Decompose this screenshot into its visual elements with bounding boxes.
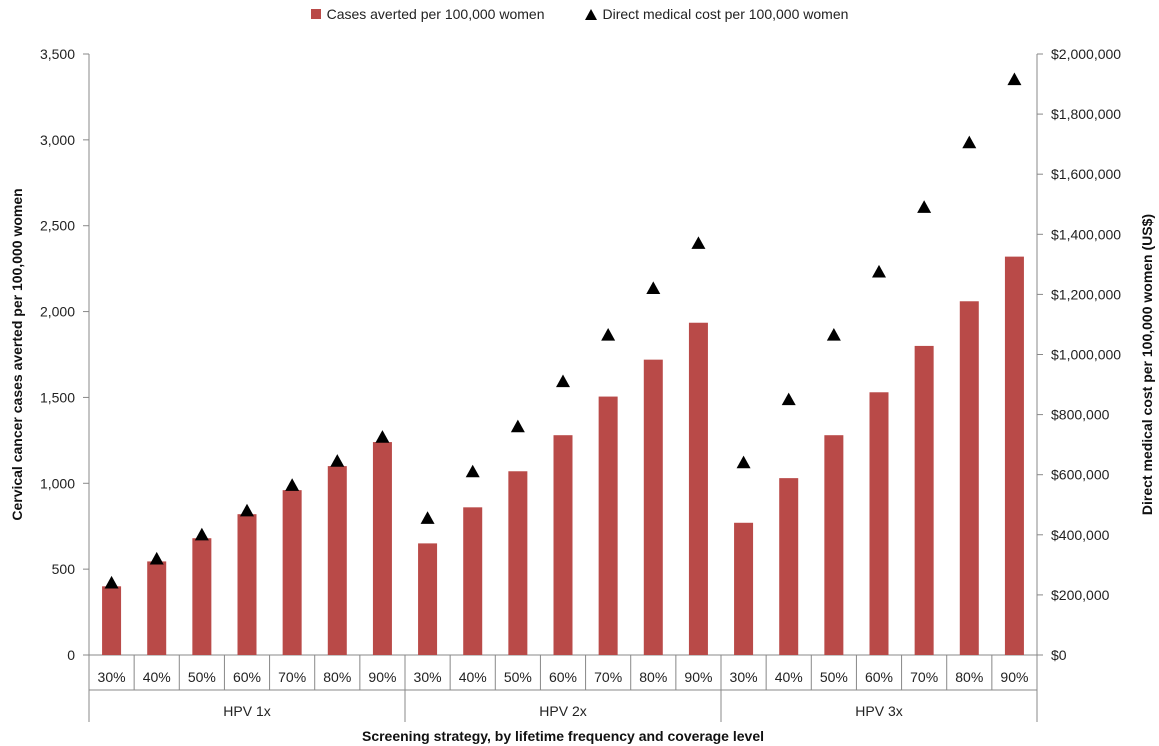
bar — [598, 396, 618, 655]
bar — [959, 301, 979, 655]
x-tick-label: 50% — [504, 669, 532, 685]
x-tick-label: 60% — [549, 669, 577, 685]
y-tick-label-right: $200,000 — [1051, 587, 1110, 603]
bar — [643, 359, 663, 655]
x-tick-label: 70% — [594, 669, 622, 685]
cost-marker — [285, 478, 300, 491]
cost-marker — [601, 327, 616, 341]
bar — [508, 471, 528, 655]
bar — [282, 490, 302, 655]
y-tick-label-right: $600,000 — [1051, 467, 1110, 483]
bar — [147, 561, 167, 655]
x-tick-label: 70% — [278, 669, 306, 685]
legend-item-cost: Direct medical cost per 100,000 women — [584, 6, 849, 22]
bar — [824, 435, 844, 655]
cost-marker — [240, 503, 254, 517]
x-tick-label: 90% — [684, 669, 712, 685]
cost-marker — [826, 327, 841, 341]
cost-marker — [510, 419, 525, 433]
bar — [418, 543, 438, 655]
cost-marker — [962, 135, 977, 149]
x-tick-label: 50% — [188, 669, 216, 685]
cost-marker — [104, 575, 119, 589]
chart-legend: Cases averted per 100,000 women Direct m… — [0, 6, 1159, 22]
y-axis-title-right: Direct medical cost per 100,000 women (U… — [1139, 214, 1155, 515]
bar — [463, 507, 483, 655]
bar — [192, 538, 212, 655]
labels: 0 500 1,000 1,500 2,000 2,500 3,000 3,500 $0 $200… — [9, 46, 1155, 744]
bar — [869, 392, 889, 655]
y-tick-label-left: 2,000 — [40, 304, 75, 320]
legend-item-cases: Cases averted per 100,000 women — [310, 6, 545, 22]
cost-marker — [1007, 72, 1022, 86]
legend-label-cases: Cases averted per 100,000 women — [326, 6, 545, 22]
bar — [327, 466, 347, 655]
bars — [102, 256, 1024, 655]
x-tick-label: 80% — [323, 669, 351, 685]
y-tick-label-left: 1,500 — [40, 389, 75, 405]
x-tick-label: 40% — [143, 669, 171, 685]
bar — [734, 522, 754, 655]
x-tick-label: 40% — [459, 669, 487, 685]
legend-label-cost: Direct medical cost per 100,000 women — [602, 6, 849, 22]
cost-marker — [872, 264, 886, 278]
cost-marker — [330, 454, 345, 467]
y-tick-label-left: 2,500 — [40, 218, 75, 234]
x-group-label: HPV 2x — [539, 703, 586, 719]
y-tick-label-right: $1,800,000 — [1051, 106, 1121, 122]
x-axis-title: Screening strategy, by lifetime frequenc… — [362, 728, 764, 744]
x-tick-label: 70% — [910, 669, 938, 685]
y-tick-label-right: $800,000 — [1051, 407, 1110, 423]
x-tick-label: 80% — [639, 669, 667, 685]
cost-marker — [194, 527, 209, 541]
x-tick-label: 30% — [98, 669, 126, 685]
y-tick-label-right: $1,400,000 — [1051, 226, 1121, 242]
legend-triangle-swatch — [584, 8, 597, 20]
y-tick-label-left: 0 — [67, 647, 75, 663]
x-tick-label: 30% — [414, 669, 442, 685]
y-axis-title-left: Cervical cancer cases averted per 100,00… — [9, 188, 25, 520]
x-group-label: HPV 3x — [855, 703, 902, 719]
cost-marker — [556, 374, 570, 388]
y-tick-label-right: $1,600,000 — [1051, 166, 1121, 182]
cost-marker — [736, 455, 751, 469]
cost-marker — [781, 392, 796, 406]
bar — [779, 478, 799, 655]
cost-marker — [646, 281, 661, 294]
y-tick-label-left: 1,000 — [40, 475, 75, 491]
y-tick-label-left: 3,000 — [40, 132, 75, 148]
x-tick-label: 90% — [1000, 669, 1028, 685]
cost-marker — [691, 236, 706, 249]
y-tick-label-right: $2,000,000 — [1051, 46, 1121, 62]
x-tick-label: 90% — [368, 669, 396, 685]
y-tick-label-right: $1,200,000 — [1051, 286, 1121, 302]
y-tick-label-right: $0 — [1051, 647, 1067, 663]
y-tick-label-left: 3,500 — [40, 46, 75, 62]
cost-marker — [420, 511, 435, 524]
bar — [237, 514, 257, 655]
y-tick-label-right: $400,000 — [1051, 527, 1110, 543]
legend-bar-swatch — [310, 9, 321, 19]
y-tick-label-right: $1,000,000 — [1051, 347, 1121, 363]
x-tick-label: 50% — [820, 669, 848, 685]
bar — [914, 345, 934, 655]
x-tick-label: 80% — [955, 669, 983, 685]
bar — [688, 322, 708, 655]
x-tick-label: 40% — [775, 669, 803, 685]
bar — [1004, 256, 1024, 655]
bar — [372, 442, 392, 655]
bar — [102, 586, 122, 655]
bar — [553, 435, 573, 655]
x-tick-label: 60% — [865, 669, 893, 685]
y-tick-label-left: 500 — [52, 561, 76, 577]
x-tick-label: 30% — [730, 669, 758, 685]
cost-marker — [149, 551, 164, 565]
cost-marker — [465, 464, 480, 478]
x-tick-label: 60% — [233, 669, 261, 685]
x-group-label: HPV 1x — [223, 703, 270, 719]
cost-marker — [917, 200, 932, 213]
markers — [104, 72, 1022, 589]
cost-marker — [375, 430, 390, 443]
